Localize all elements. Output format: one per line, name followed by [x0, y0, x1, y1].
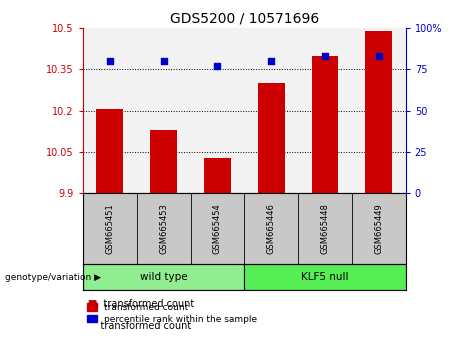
- Title: GDS5200 / 10571696: GDS5200 / 10571696: [170, 12, 319, 26]
- Bar: [312, 56, 338, 193]
- Text: transformed count: transformed count: [88, 321, 191, 331]
- Bar: [83, 264, 244, 290]
- Text: GSM665448: GSM665448: [320, 203, 330, 254]
- Point: [267, 58, 275, 64]
- Legend: transformed count, percentile rank within the sample: transformed count, percentile rank withi…: [88, 303, 257, 324]
- Point: [160, 58, 167, 64]
- Point: [375, 53, 383, 59]
- Point: [321, 53, 329, 59]
- Bar: [204, 158, 231, 193]
- Point: [106, 58, 113, 64]
- Text: wild type: wild type: [140, 272, 188, 282]
- Text: KLF5 null: KLF5 null: [301, 272, 349, 282]
- Bar: [258, 83, 284, 193]
- Text: genotype/variation ▶: genotype/variation ▶: [5, 273, 100, 281]
- Text: GSM665453: GSM665453: [159, 203, 168, 254]
- Point: [214, 63, 221, 69]
- Bar: [244, 264, 406, 290]
- Bar: [365, 31, 392, 193]
- Text: ■: ■: [88, 299, 97, 309]
- Text: GSM665451: GSM665451: [106, 203, 114, 254]
- Text: GSM665449: GSM665449: [374, 203, 383, 254]
- Text: GSM665446: GSM665446: [267, 203, 276, 254]
- Bar: [96, 109, 123, 193]
- Text: ■  transformed count: ■ transformed count: [88, 299, 194, 309]
- Text: GSM665454: GSM665454: [213, 203, 222, 254]
- Bar: [150, 130, 177, 193]
